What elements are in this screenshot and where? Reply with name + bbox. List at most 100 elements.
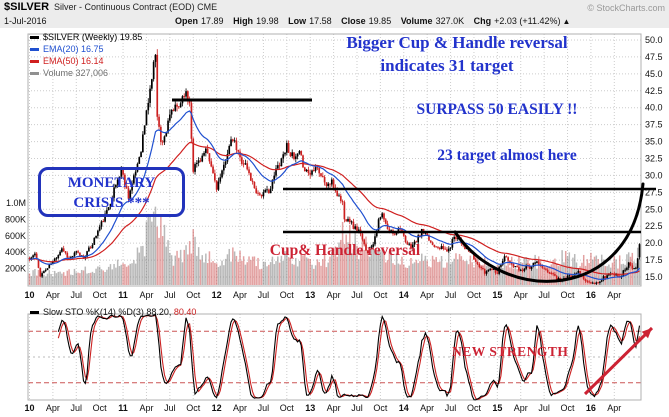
header-bar: $SILVER Silver - Continuous Contract (EOD…: [0, 0, 669, 15]
monetary-crisis-line1: MONETARY: [67, 175, 156, 191]
svg-text:37.5: 37.5: [645, 120, 663, 130]
price-plot: 50.0 47.5 45.0 42.5 40.0 37.5 35.0 32.5 30.0 27.5…: [5, 33, 663, 300]
svg-text:14: 14: [399, 403, 409, 413]
annotation-surpass-50: SURPASS 50 EASILY !!: [417, 101, 578, 118]
quote-date: 1-Jul-2016: [4, 16, 47, 26]
annotation-new-strength: NEW STRENGTH: [452, 344, 569, 359]
svg-text:Apr: Apr: [514, 290, 528, 300]
svg-text:13: 13: [305, 403, 315, 413]
ema20-swatch-icon: [30, 48, 39, 52]
svg-text:47.5: 47.5: [645, 52, 663, 62]
svg-text:Oct: Oct: [373, 290, 388, 300]
svg-text:Jul: Jul: [258, 290, 270, 300]
svg-text:17.5: 17.5: [645, 255, 663, 265]
svg-text:Oct: Oct: [93, 403, 108, 413]
svg-text:40.0: 40.0: [645, 103, 663, 113]
svg-text:32.5: 32.5: [645, 154, 663, 164]
price-chart: 50.0 47.5 45.0 42.5 40.0 37.5 35.0 32.5 30.0 27.5…: [5, 33, 663, 300]
svg-text:10: 10: [24, 403, 34, 413]
svg-text:11: 11: [118, 290, 128, 300]
svg-text:22.5: 22.5: [645, 221, 663, 231]
stochastic-plot: 10 Apr Jul Oct 11 Apr Jul Oct 12 Apr Jul Oct 13 Apr Ju…: [24, 313, 654, 413]
strength-arrow: [583, 326, 654, 396]
sto-swatch-icon: [30, 311, 39, 315]
sto-frame: [27, 313, 642, 401]
svg-text:Jul: Jul: [71, 403, 83, 413]
svg-text:Oct: Oct: [186, 403, 201, 413]
svg-text:15: 15: [492, 290, 502, 300]
plot-frame: [27, 33, 642, 287]
price-swatch-icon: [30, 36, 39, 40]
svg-text:Jul: Jul: [445, 403, 457, 413]
volume-label: Volume: [400, 16, 433, 26]
chart-legend: $SILVER (Weekly) 19.85 EMA(20) 16.75 EMA…: [30, 31, 142, 79]
stochastic-panel: 10 Apr Jul Oct 11 Apr Jul Oct 12 Apr Jul Oct 13 Apr Ju…: [24, 313, 654, 413]
annotation-bigger-cup-line2: indicates 31 target: [380, 56, 513, 75]
svg-text:Apr: Apr: [420, 403, 434, 413]
svg-text:Oct: Oct: [280, 403, 295, 413]
svg-text:Apr: Apr: [607, 403, 621, 413]
svg-text:Oct: Oct: [373, 403, 388, 413]
svg-text:Jul: Jul: [351, 290, 363, 300]
monetary-crisis-callout: MONETARY CRISIS ***: [38, 167, 185, 217]
svg-text:Apr: Apr: [233, 403, 247, 413]
open-value: 17.89: [201, 16, 224, 26]
quote-bar: 1-Jul-2016 Open 17.89 High 19.98 Low 17.58 …: [0, 15, 669, 28]
svg-text:Apr: Apr: [46, 290, 60, 300]
svg-text:15.0: 15.0: [645, 272, 663, 282]
svg-text:16: 16: [586, 403, 596, 413]
stochastic-legend: Slow STO %K(14) %D(3) 88.20, 80.40: [30, 307, 196, 317]
svg-text:12: 12: [212, 290, 222, 300]
svg-text:10: 10: [24, 290, 34, 300]
svg-text:Oct: Oct: [561, 403, 576, 413]
svg-text:11: 11: [118, 403, 128, 413]
svg-text:Apr: Apr: [327, 290, 341, 300]
svg-text:Apr: Apr: [327, 403, 341, 413]
svg-text:Jul: Jul: [258, 403, 270, 413]
open-label: Open: [175, 16, 199, 26]
low-label: Low: [288, 16, 307, 26]
svg-text:Jul: Jul: [538, 403, 550, 413]
svg-text:1.0M: 1.0M: [6, 198, 26, 208]
copyright: © StockCharts.com: [587, 3, 665, 13]
volume-value: 327.0K: [435, 16, 465, 26]
low-value: 17.58: [309, 16, 332, 26]
svg-text:Jul: Jul: [538, 290, 550, 300]
svg-text:Oct: Oct: [467, 403, 482, 413]
svg-text:400K: 400K: [5, 247, 26, 257]
candlesticks: [28, 49, 641, 286]
svg-text:Oct: Oct: [467, 290, 482, 300]
svg-text:20.0: 20.0: [645, 238, 663, 248]
symbol-description: Silver - Continuous Contract (EOD) CME: [54, 2, 218, 12]
svg-text:Jul: Jul: [445, 290, 457, 300]
high-value: 19.98: [256, 16, 279, 26]
svg-text:Apr: Apr: [139, 290, 153, 300]
svg-text:800K: 800K: [5, 214, 26, 224]
svg-text:Jul: Jul: [164, 290, 176, 300]
volume-swatch-icon: [30, 72, 39, 76]
svg-text:Apr: Apr: [139, 403, 153, 413]
legend-ema50: EMA(50) 16.14: [30, 55, 142, 67]
symbol: $SILVER: [4, 1, 50, 13]
svg-text:Oct: Oct: [93, 290, 108, 300]
monetary-crisis-line2: CRISIS ***: [73, 195, 150, 211]
close-label: Close: [341, 16, 366, 26]
high-label: High: [233, 16, 254, 26]
svg-text:Jul: Jul: [164, 403, 176, 413]
svg-text:Apr: Apr: [420, 290, 434, 300]
annotation-23-target: 23 target almost here: [437, 147, 577, 164]
svg-text:600K: 600K: [5, 231, 26, 241]
change-up-arrow-icon: ▲: [562, 17, 571, 26]
svg-text:Jul: Jul: [351, 403, 363, 413]
svg-text:13: 13: [305, 290, 315, 300]
annotation-bigger-cup-line1: Bigger Cup & Handle reversal: [346, 33, 568, 52]
svg-text:45.0: 45.0: [645, 69, 663, 79]
svg-text:Oct: Oct: [280, 290, 295, 300]
svg-text:12: 12: [212, 403, 222, 413]
svg-text:27.5: 27.5: [645, 187, 663, 197]
sto-legend-text: Slow STO %K(14) %D(3) 88.20,: [43, 307, 172, 317]
svg-text:200K: 200K: [5, 264, 26, 274]
axis-labels: 50.0 47.5 45.0 42.5 40.0 37.5 35.0 32.5 30.0 27.5…: [5, 35, 663, 300]
svg-text:42.5: 42.5: [645, 86, 663, 96]
sto-legend-d-value: 80.40: [173, 307, 197, 317]
